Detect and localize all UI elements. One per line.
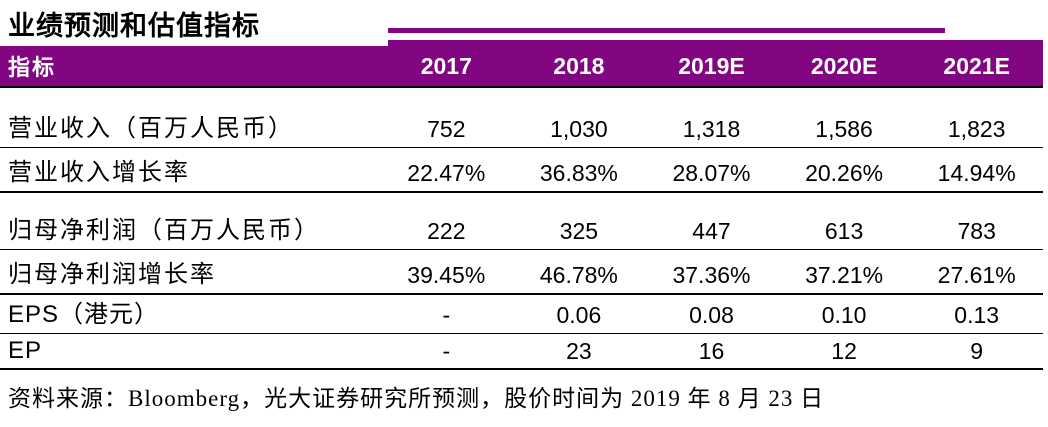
row-label: 归母净利润（百万人民币） — [8, 218, 320, 244]
row-value: 1,823 — [947, 116, 1006, 142]
row-value: 36.83% — [539, 160, 618, 186]
row-value: - — [442, 302, 451, 328]
row-value: 46.78% — [539, 262, 618, 288]
table-row-eps: EPS（港元） - 0.06 0.08 0.10 0.13 — [0, 295, 1043, 334]
decorative-purple-step — [388, 40, 1043, 48]
source-note: 资料来源：Bloomberg，光大证券研究所预测，股价时间为 2019 年 8 … — [8, 386, 825, 411]
row-label: 归母净利润增长率 — [8, 262, 216, 288]
header-label: 指标 — [8, 55, 57, 80]
row-value: 0.10 — [821, 302, 867, 328]
metrics-table: 指标 2017 2018 2019E 2020E 2021E 营业收入（百万人民… — [0, 46, 1043, 413]
row-value: 0.13 — [954, 302, 1000, 328]
row-value: 14.94% — [937, 160, 1016, 186]
row-value: 1,030 — [550, 116, 608, 142]
row-value: 16 — [698, 338, 725, 364]
decorative-purple-strip — [388, 28, 945, 33]
row-value: 0.06 — [556, 302, 602, 328]
table-row-ep: EP - 23 16 12 9 — [0, 334, 1043, 370]
row-value: 12 — [831, 338, 857, 364]
table-row-net-profit: 归母净利润（百万人民币） 222 325 447 613 783 — [0, 211, 1043, 250]
row-value: 22.47% — [407, 160, 486, 186]
row-value: 325 — [559, 218, 599, 244]
header-year-2021e: 2021E — [943, 52, 1010, 79]
row-value: 37.21% — [805, 262, 884, 288]
row-value: 613 — [824, 218, 864, 244]
row-value: 20.26% — [805, 160, 884, 186]
header-year-2017: 2017 — [420, 52, 472, 79]
row-value: 222 — [427, 218, 466, 244]
row-value: 447 — [692, 218, 731, 244]
row-label: 营业收入增长率 — [8, 160, 190, 186]
spacer — [0, 193, 1043, 211]
table-header-row: 指标 2017 2018 2019E 2020E 2021E — [0, 46, 1043, 88]
row-value: 28.07% — [672, 160, 751, 186]
row-label: EPS（港元） — [8, 301, 160, 328]
row-value: 39.45% — [407, 262, 486, 288]
row-label: EP — [8, 337, 43, 364]
row-value: - — [442, 338, 451, 364]
row-value: 23 — [566, 338, 592, 364]
row-value: 27.61% — [937, 262, 1016, 288]
table-row-revenue: 营业收入（百万人民币） 752 1,030 1,318 1,586 1,823 — [0, 104, 1043, 148]
table-row-net-profit-growth: 归母净利润增长率 39.45% 46.78% 37.36% 37.21% 27.… — [0, 250, 1043, 295]
page-title: 业绩预测和估值指标 — [8, 11, 260, 41]
row-value: 1,318 — [682, 116, 741, 142]
row-value: 1,586 — [815, 116, 873, 142]
row-value: 783 — [957, 218, 996, 244]
table-row-revenue-growth: 营业收入增长率 22.47% 36.83% 28.07% 20.26% 14.9… — [0, 148, 1043, 193]
header-year-2020e: 2020E — [810, 52, 878, 79]
row-value: 9 — [970, 338, 984, 364]
row-value: 37.36% — [672, 262, 751, 288]
row-value: 0.08 — [689, 302, 734, 328]
header-year-2018: 2018 — [553, 52, 605, 79]
spacer — [0, 88, 1043, 104]
header-year-2019e: 2019E — [678, 52, 745, 79]
row-label: 营业收入（百万人民币） — [8, 116, 294, 142]
row-value: 752 — [427, 116, 466, 142]
